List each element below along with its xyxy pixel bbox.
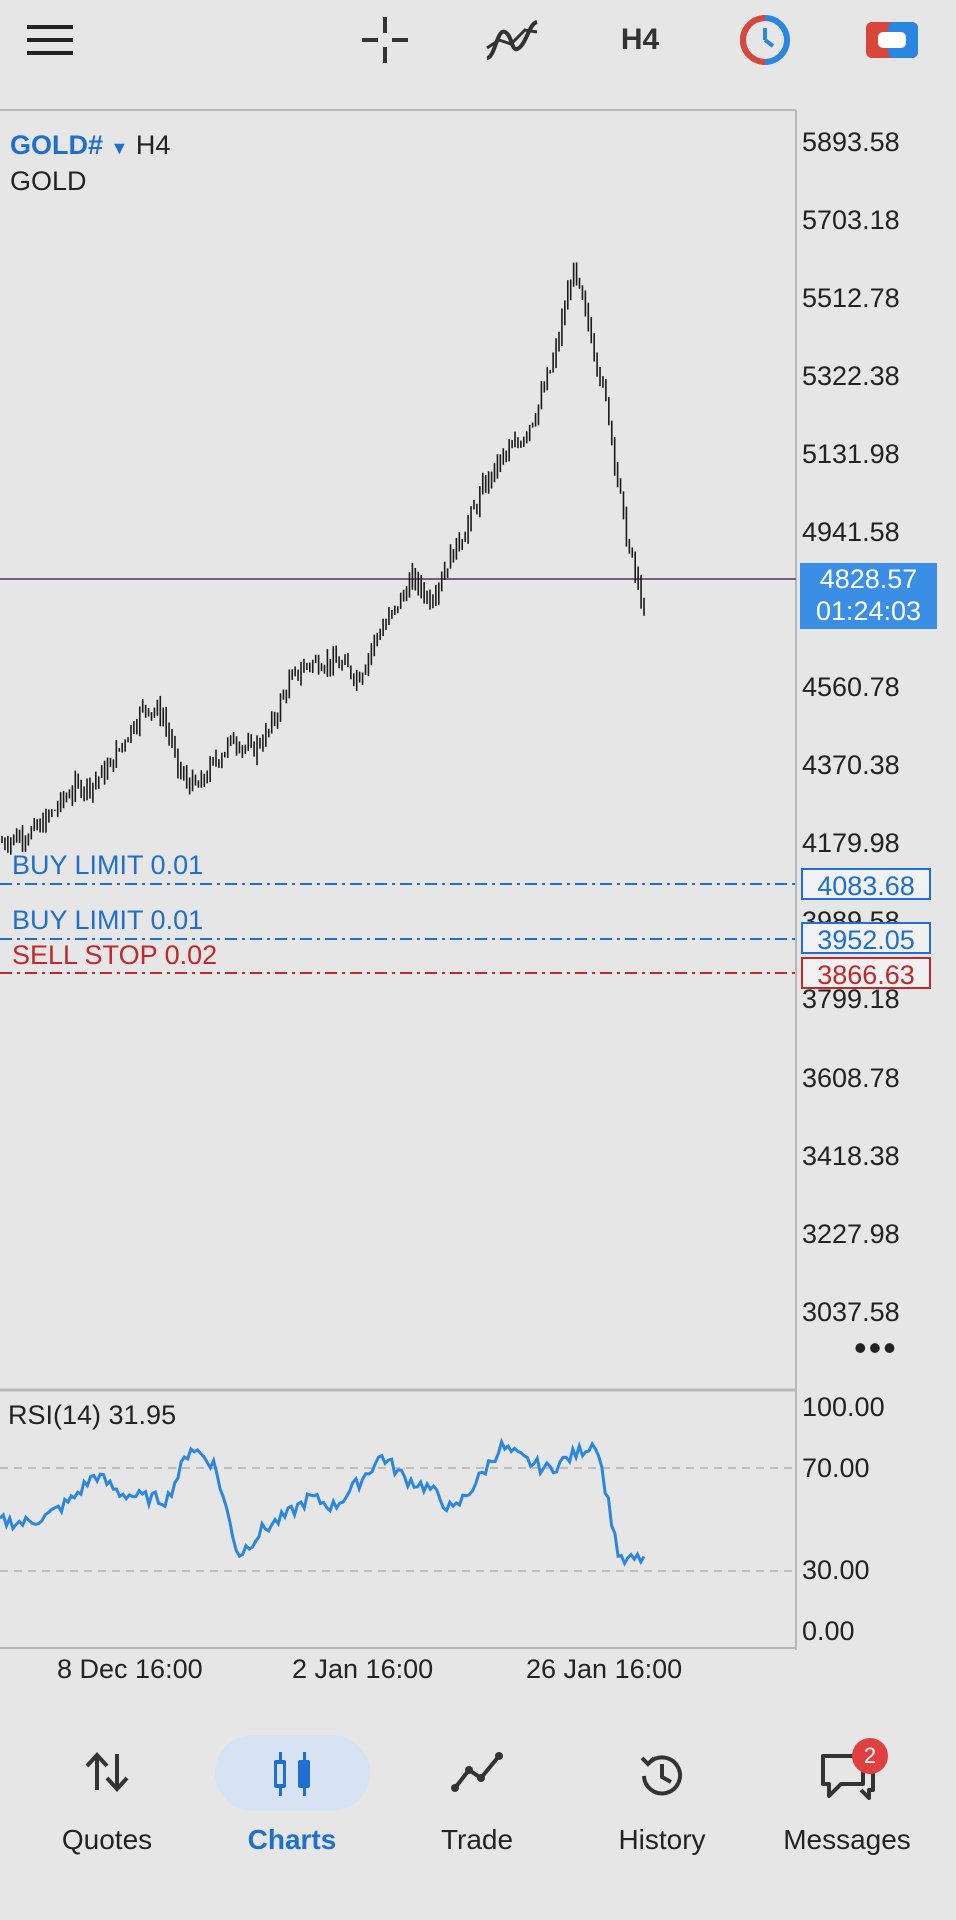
- candle-timer: 01:24:03: [815, 596, 922, 626]
- top-toolbar: H4: [0, 0, 956, 80]
- messages-badge: 2: [852, 1738, 888, 1774]
- indicators-icon[interactable]: [482, 10, 542, 70]
- quotes-icon: [83, 1750, 131, 1799]
- trade-icon: [451, 1750, 503, 1799]
- nav-active-indicator: [215, 1735, 370, 1811]
- nav-messages[interactable]: Messages: [757, 1720, 937, 1880]
- nav-trade-label: Trade: [440, 1824, 514, 1855]
- rsi-title: RSI(14) 31.95: [8, 1400, 177, 1430]
- price-tick: 5703.18: [802, 205, 900, 235]
- nav-trade[interactable]: Trade: [387, 1720, 567, 1880]
- symbol-name[interactable]: GOLD#: [10, 130, 104, 160]
- timer-icon[interactable]: [735, 10, 795, 70]
- nav-quotes-label: Quotes: [61, 1824, 153, 1855]
- order-price-buy-limit-2[interactable]: 3952.05: [801, 922, 931, 955]
- more-options-icon[interactable]: •••: [854, 1327, 898, 1368]
- price-tick: 4179.98: [802, 828, 900, 858]
- one-click-trading-icon[interactable]: [862, 10, 922, 70]
- current-price-box: 4828.57 01:24:03: [800, 563, 937, 629]
- time-label: 26 Jan 16:00: [526, 1654, 683, 1684]
- time-label: 8 Dec 16:00: [57, 1654, 203, 1684]
- order-price-sell-stop[interactable]: 3866.63: [801, 957, 931, 990]
- rsi-tick: 30.00: [802, 1555, 870, 1585]
- price-tick: 3418.38: [802, 1141, 900, 1171]
- timeframe-button[interactable]: H4: [620, 23, 660, 56]
- price-chart[interactable]: [0, 0, 956, 1700]
- price-tick: 5512.78: [802, 283, 900, 313]
- order-label-buy-limit-1[interactable]: BUY LIMIT 0.01: [12, 850, 204, 880]
- rsi-tick: 100.00: [802, 1392, 885, 1422]
- order-price-buy-limit-1[interactable]: 4083.68: [801, 868, 931, 901]
- charts-icon: [270, 1750, 314, 1803]
- symbol-dropdown-icon[interactable]: ▼: [110, 138, 129, 158]
- price-tick: 4560.78: [802, 672, 900, 702]
- nav-messages-label: Messages: [783, 1824, 911, 1855]
- crosshair-icon[interactable]: [355, 10, 415, 70]
- symbol-description: GOLD: [10, 166, 87, 196]
- current-price: 4828.57: [819, 564, 918, 594]
- price-tick: 4941.58: [802, 517, 900, 547]
- nav-charts[interactable]: Charts: [202, 1720, 382, 1880]
- price-tick: 4370.38: [802, 750, 900, 780]
- history-icon: [636, 1750, 688, 1807]
- symbol-header[interactable]: GOLD# ▼ H4: [10, 130, 170, 161]
- rsi-tick: 0.00: [802, 1616, 855, 1646]
- rsi-line: [0, 1437, 646, 1567]
- nav-history[interactable]: History: [572, 1720, 752, 1880]
- price-tick: 5322.38: [802, 361, 900, 391]
- menu-icon[interactable]: [20, 10, 80, 70]
- nav-quotes[interactable]: Quotes: [17, 1720, 197, 1880]
- bottom-navigation: Quotes Charts Trade History Messages: [0, 1720, 956, 1920]
- price-tick: 3227.98: [802, 1219, 900, 1249]
- order-label-sell-stop[interactable]: SELL STOP 0.02: [12, 940, 218, 970]
- nav-charts-label: Charts: [247, 1824, 337, 1855]
- price-tick: 3799.18: [802, 984, 900, 1014]
- price-tick: 5893.58: [802, 127, 900, 157]
- nav-history-label: History: [618, 1824, 706, 1855]
- price-tick: 3608.78: [802, 1063, 900, 1093]
- time-label: 2 Jan 16:00: [292, 1654, 434, 1684]
- price-bars: [1, 262, 645, 855]
- price-tick: 3037.58: [802, 1297, 900, 1327]
- symbol-timeframe: H4: [135, 130, 171, 160]
- order-label-buy-limit-2[interactable]: BUY LIMIT 0.01: [12, 905, 204, 935]
- rsi-tick: 70.00: [802, 1453, 870, 1483]
- price-tick: 5131.98: [802, 439, 900, 469]
